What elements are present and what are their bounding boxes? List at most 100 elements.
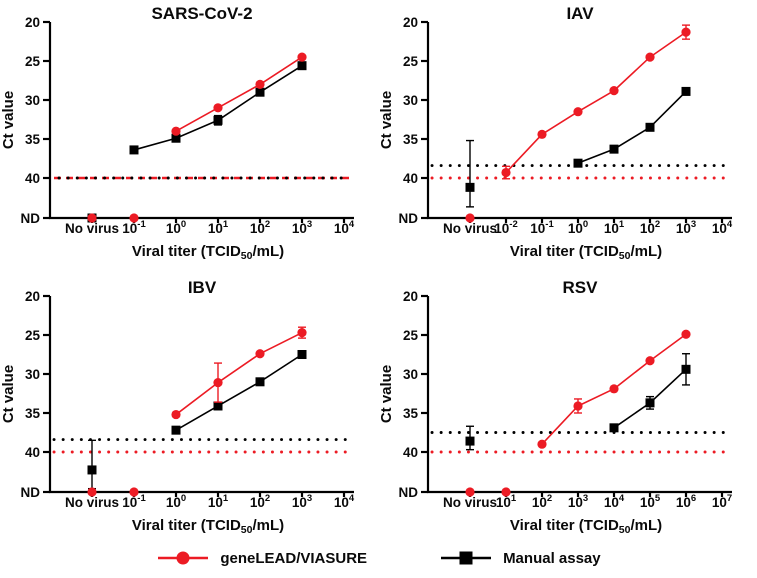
series-line: [505, 31, 687, 174]
y-tick-label: 30: [403, 367, 418, 382]
y-tick-label: ND: [399, 211, 419, 226]
panel-iav: IAV Ct value 20 25 30 35 40 ND No virus 10-2 10-1 1…: [378, 0, 757, 274]
chart-ibv: IBV Ct value 20 25 30 35 40 ND No virus 10-1 100 10…: [0, 278, 355, 536]
data-point-circle: [129, 213, 139, 223]
y-axis-label: Ct value: [0, 365, 17, 423]
chart-title: RSV: [563, 278, 599, 297]
y-tick-label: 25: [403, 328, 419, 343]
y-tick-label: 20: [403, 15, 418, 30]
y-tick-label: 35: [25, 406, 41, 421]
legend-item-genelead-viasure: geneLEAD/VIASURE: [156, 549, 367, 567]
y-tick-label: 25: [403, 54, 419, 69]
y-tick-label: 25: [25, 328, 41, 343]
data-point-circle: [213, 103, 223, 113]
legend-square-marker-icon: [441, 551, 492, 565]
x-tick-label: 102: [640, 219, 660, 236]
x-axis-label: Viral titer (TCID50/mL): [132, 243, 284, 262]
data-point-circle: [645, 356, 655, 366]
data-point-square: [297, 350, 307, 359]
legend-label: geneLEAD/VIASURE: [220, 549, 368, 567]
x-tick-label: 107: [712, 493, 732, 510]
series-line: [577, 90, 687, 164]
x-tick-label: No virus: [65, 221, 119, 236]
x-tick-label: 104: [604, 493, 625, 510]
data-point-square: [255, 377, 265, 387]
axis-spine: [426, 296, 732, 494]
x-tick-label: 104: [334, 219, 355, 236]
data-point-square: [681, 86, 691, 96]
x-axis-label: Viral titer (TCID50/mL): [132, 517, 284, 536]
x-axis-label: Viral titer (TCID50/mL): [510, 243, 662, 262]
data-point-square: [297, 61, 307, 71]
data-point-square: [609, 423, 619, 433]
axis-spine: [48, 22, 354, 220]
data-point-square: [681, 364, 691, 374]
x-tick-label: 10-1: [530, 219, 554, 236]
y-tick-label: 35: [25, 132, 41, 147]
data-point-circle: [681, 27, 691, 37]
data-point-circle: [171, 126, 181, 136]
legend: geneLEAD/VIASURE Manual assay: [0, 538, 757, 578]
y-tick-label: 40: [403, 445, 418, 460]
legend-square: [459, 551, 473, 565]
x-tick-label: 101: [208, 219, 229, 236]
panel-ibv: IBV Ct value 20 25 30 35 40 ND No virus 10-1 100 10…: [0, 274, 378, 538]
y-axis-label: Ct value: [378, 365, 395, 423]
y-tick-label: 35: [403, 406, 419, 421]
data-point-square: [213, 401, 223, 411]
data-point-circle: [297, 328, 307, 338]
x-tick-label: 104: [334, 493, 355, 510]
data-point-circle: [609, 86, 619, 96]
data-point-square: [87, 465, 97, 475]
data-point-square: [465, 182, 475, 192]
x-tick-label: 102: [532, 493, 552, 510]
y-axis-label: Ct value: [378, 91, 395, 149]
data-point-square: [129, 145, 139, 155]
data-point-circle: [573, 107, 583, 117]
series-line: [175, 56, 303, 132]
series-line: [541, 333, 687, 445]
data-point-circle: [213, 377, 223, 388]
x-tick-label: 100: [166, 219, 186, 236]
x-tick-label: 101: [496, 493, 517, 510]
x-tick-label: No virus: [65, 495, 119, 510]
data-point-square: [465, 436, 475, 446]
legend-circle: [176, 551, 190, 565]
data-point-circle: [501, 487, 511, 497]
data-point-square: [645, 122, 655, 132]
data-point-circle: [609, 384, 619, 394]
x-tick-label: 105: [640, 493, 661, 510]
y-tick-label: 40: [25, 171, 40, 186]
data-point-circle: [465, 487, 475, 497]
y-tick-label: 30: [403, 93, 418, 108]
series-line: [613, 368, 687, 429]
panel-sars-cov-2: SARS-CoV-2 Ct value 20 25 30 35 40 ND No virus 10…: [0, 0, 378, 274]
y-tick-label: ND: [21, 211, 41, 226]
series-line: [175, 353, 303, 431]
data-point-square: [213, 115, 223, 125]
legend-label: Manual assay: [503, 549, 601, 567]
data-point-square: [171, 425, 181, 435]
panel-rsv: RSV Ct value 20 25 30 35 40 ND No virus 101 102 103…: [378, 274, 757, 538]
legend-item-manual-assay: Manual assay: [439, 549, 601, 567]
x-tick-label: 10-1: [122, 493, 146, 510]
data-point-circle: [255, 349, 265, 359]
y-axis-label: Ct value: [0, 91, 17, 149]
y-tick-label: 20: [25, 15, 40, 30]
data-point-circle: [681, 329, 691, 339]
x-tick-label: No virus: [443, 221, 497, 236]
x-tick-label: 100: [568, 219, 588, 236]
data-point-circle: [573, 401, 583, 411]
data-point-square: [573, 158, 583, 168]
data-point-square: [171, 133, 181, 143]
y-tick-label: 20: [403, 289, 418, 304]
chart-title: SARS-CoV-2: [151, 4, 252, 23]
x-tick-label: 103: [292, 493, 312, 510]
y-tick-label: 40: [403, 171, 418, 186]
data-point-circle: [537, 129, 547, 139]
series-line: [133, 65, 303, 151]
x-tick-label: 106: [676, 493, 696, 510]
